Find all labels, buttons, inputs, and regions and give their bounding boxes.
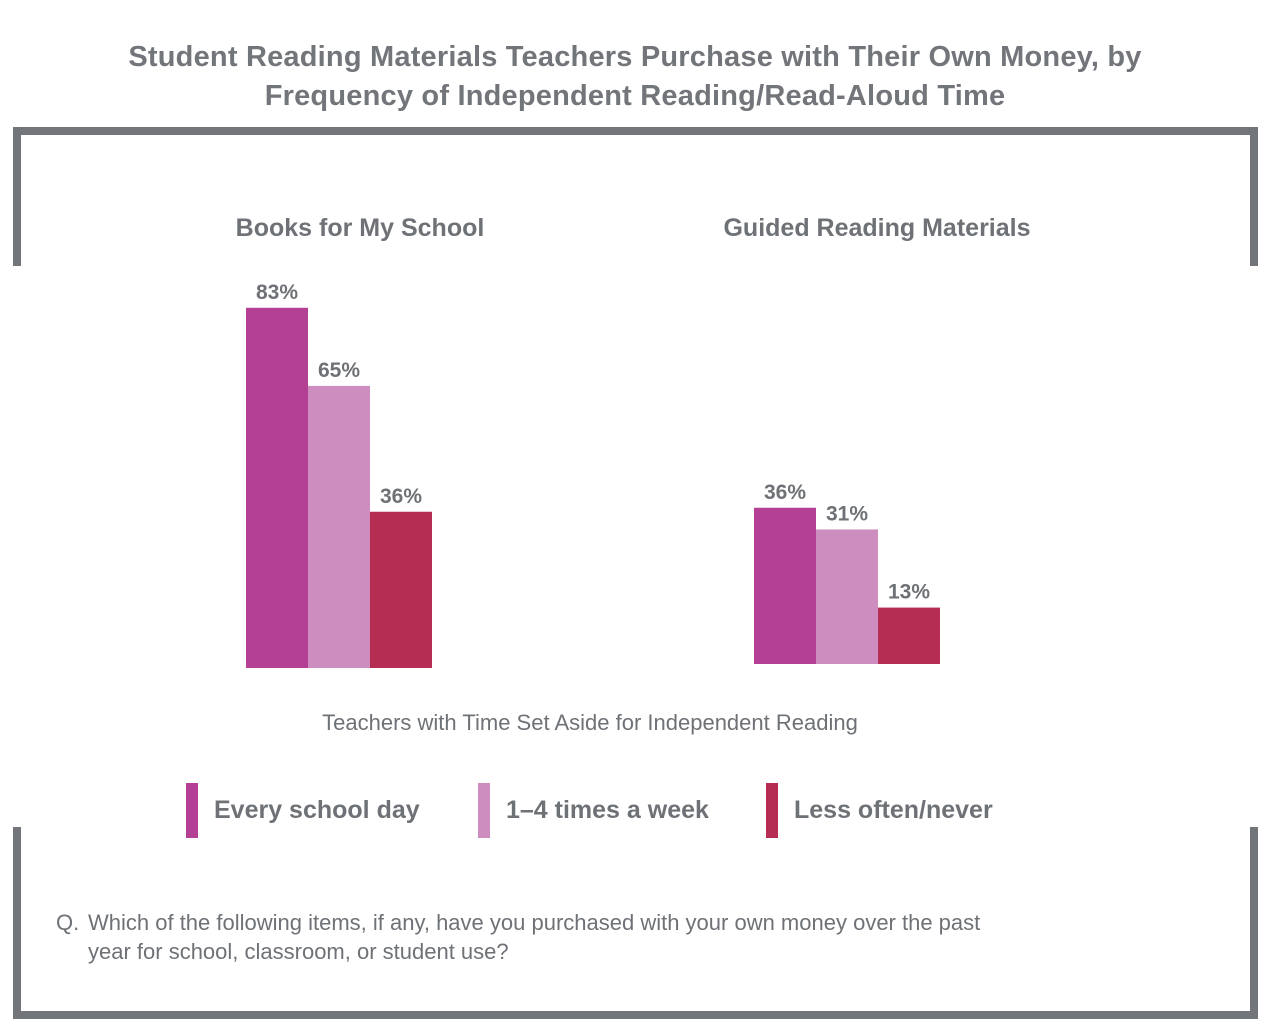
value-label-books-one-to-four-week: 65% bbox=[318, 359, 360, 382]
survey-question-line1: Q. Which of the following items, if any, … bbox=[56, 908, 1196, 937]
value-label-guided-one-to-four-week: 31% bbox=[826, 502, 868, 525]
x-axis-caption: Teachers with Time Set Aside for Indepen… bbox=[322, 710, 858, 735]
frame-left-lower bbox=[13, 827, 21, 1017]
survey-question-prefix: Q. bbox=[56, 910, 80, 935]
frame-right-upper bbox=[1250, 127, 1258, 266]
legend-label-less-often: Less often/never bbox=[794, 795, 993, 824]
survey-question-text1: Which of the following items, if any, ha… bbox=[88, 910, 981, 935]
frame-bottom-bar bbox=[13, 1011, 1258, 1019]
legend-item-less-often: Less often/never bbox=[766, 782, 993, 838]
legend-swatch-every-school-day bbox=[186, 782, 198, 838]
chart-title-line1: Student Reading Materials Teachers Purch… bbox=[128, 41, 1142, 73]
value-label-books-every-school-day: 83% bbox=[256, 281, 298, 304]
value-label-guided-every-school-day: 36% bbox=[764, 481, 806, 504]
frame-top-bar bbox=[13, 127, 1258, 135]
bar-guided-every-school-day bbox=[754, 507, 816, 664]
bar-books-one-to-four-week bbox=[308, 385, 370, 668]
survey-question: Q. Which of the following items, if any, … bbox=[56, 908, 1196, 966]
legend-item-every-school-day: Every school day bbox=[186, 782, 420, 838]
group-title-books: Books for My School bbox=[235, 214, 485, 242]
value-label-books-less-often: 36% bbox=[380, 485, 422, 508]
bar-guided-one-to-four-week bbox=[816, 529, 878, 664]
legend-swatch-less-often bbox=[766, 782, 778, 838]
bar-books-every-school-day bbox=[246, 307, 308, 668]
frame-left-upper bbox=[13, 127, 21, 266]
survey-question-line2: year for school, classroom, or student u… bbox=[88, 939, 509, 964]
frame-right-lower bbox=[1250, 827, 1258, 1017]
legend-label-one-to-four-week: 1–4 times a week bbox=[506, 795, 709, 824]
chart-title-line2: Frequency of Independent Reading/Read-Al… bbox=[264, 80, 1006, 112]
bar-books-less-often bbox=[370, 511, 432, 668]
group-title-guided: Guided Reading Materials bbox=[723, 214, 1031, 242]
value-label-guided-less-often: 13% bbox=[888, 581, 930, 604]
bar-guided-less-often bbox=[878, 607, 940, 664]
legend-label-every-school-day: Every school day bbox=[214, 795, 420, 824]
legend-item-one-to-four-week: 1–4 times a week bbox=[478, 782, 709, 838]
legend-swatch-one-to-four-week bbox=[478, 782, 490, 838]
chart-title: Student Reading Materials Teachers Purch… bbox=[0, 38, 1270, 116]
legend: Every school day 1–4 times a week Less o… bbox=[0, 782, 1270, 838]
